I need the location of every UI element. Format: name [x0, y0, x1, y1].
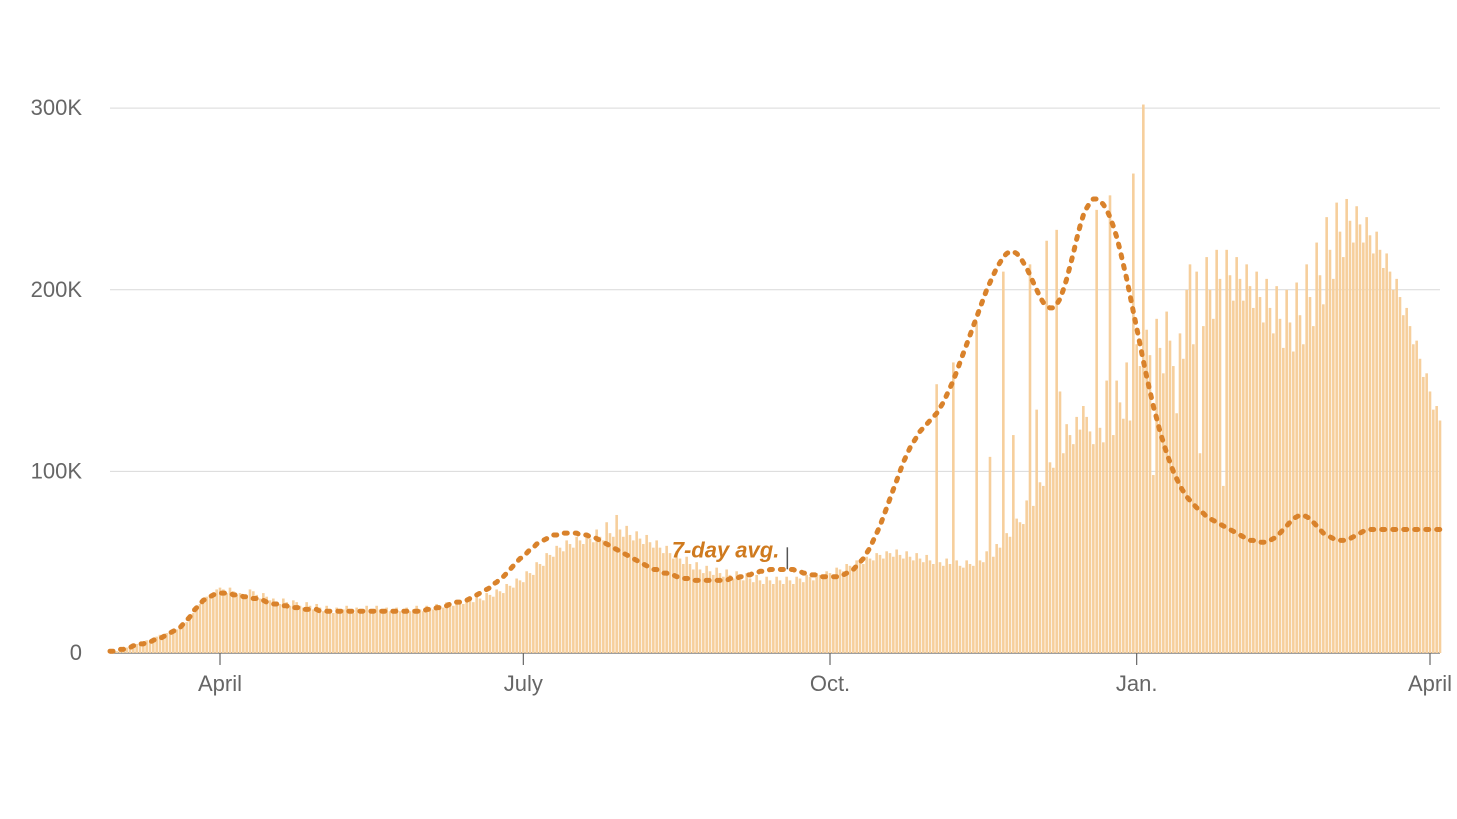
x-axis-label: Oct.: [810, 671, 850, 696]
x-axis-label: April: [1408, 671, 1452, 696]
x-axis-label: July: [504, 671, 543, 696]
seven-day-avg-label: 7-day avg.: [672, 537, 780, 562]
cases-chart: 0 100K 200K 300K April July Oct. Jan. April 7-day…: [0, 0, 1457, 819]
y-axis-label: 100K: [31, 458, 83, 483]
y-axis-label: 300K: [31, 95, 83, 120]
y-axis-label: 0: [70, 640, 82, 665]
chart-svg: 0 100K 200K 300K April July Oct. Jan. April 7-day…: [0, 0, 1457, 819]
y-axis-label: 200K: [31, 277, 83, 302]
x-axis-label: Jan.: [1116, 671, 1158, 696]
x-axis-label: April: [198, 671, 242, 696]
